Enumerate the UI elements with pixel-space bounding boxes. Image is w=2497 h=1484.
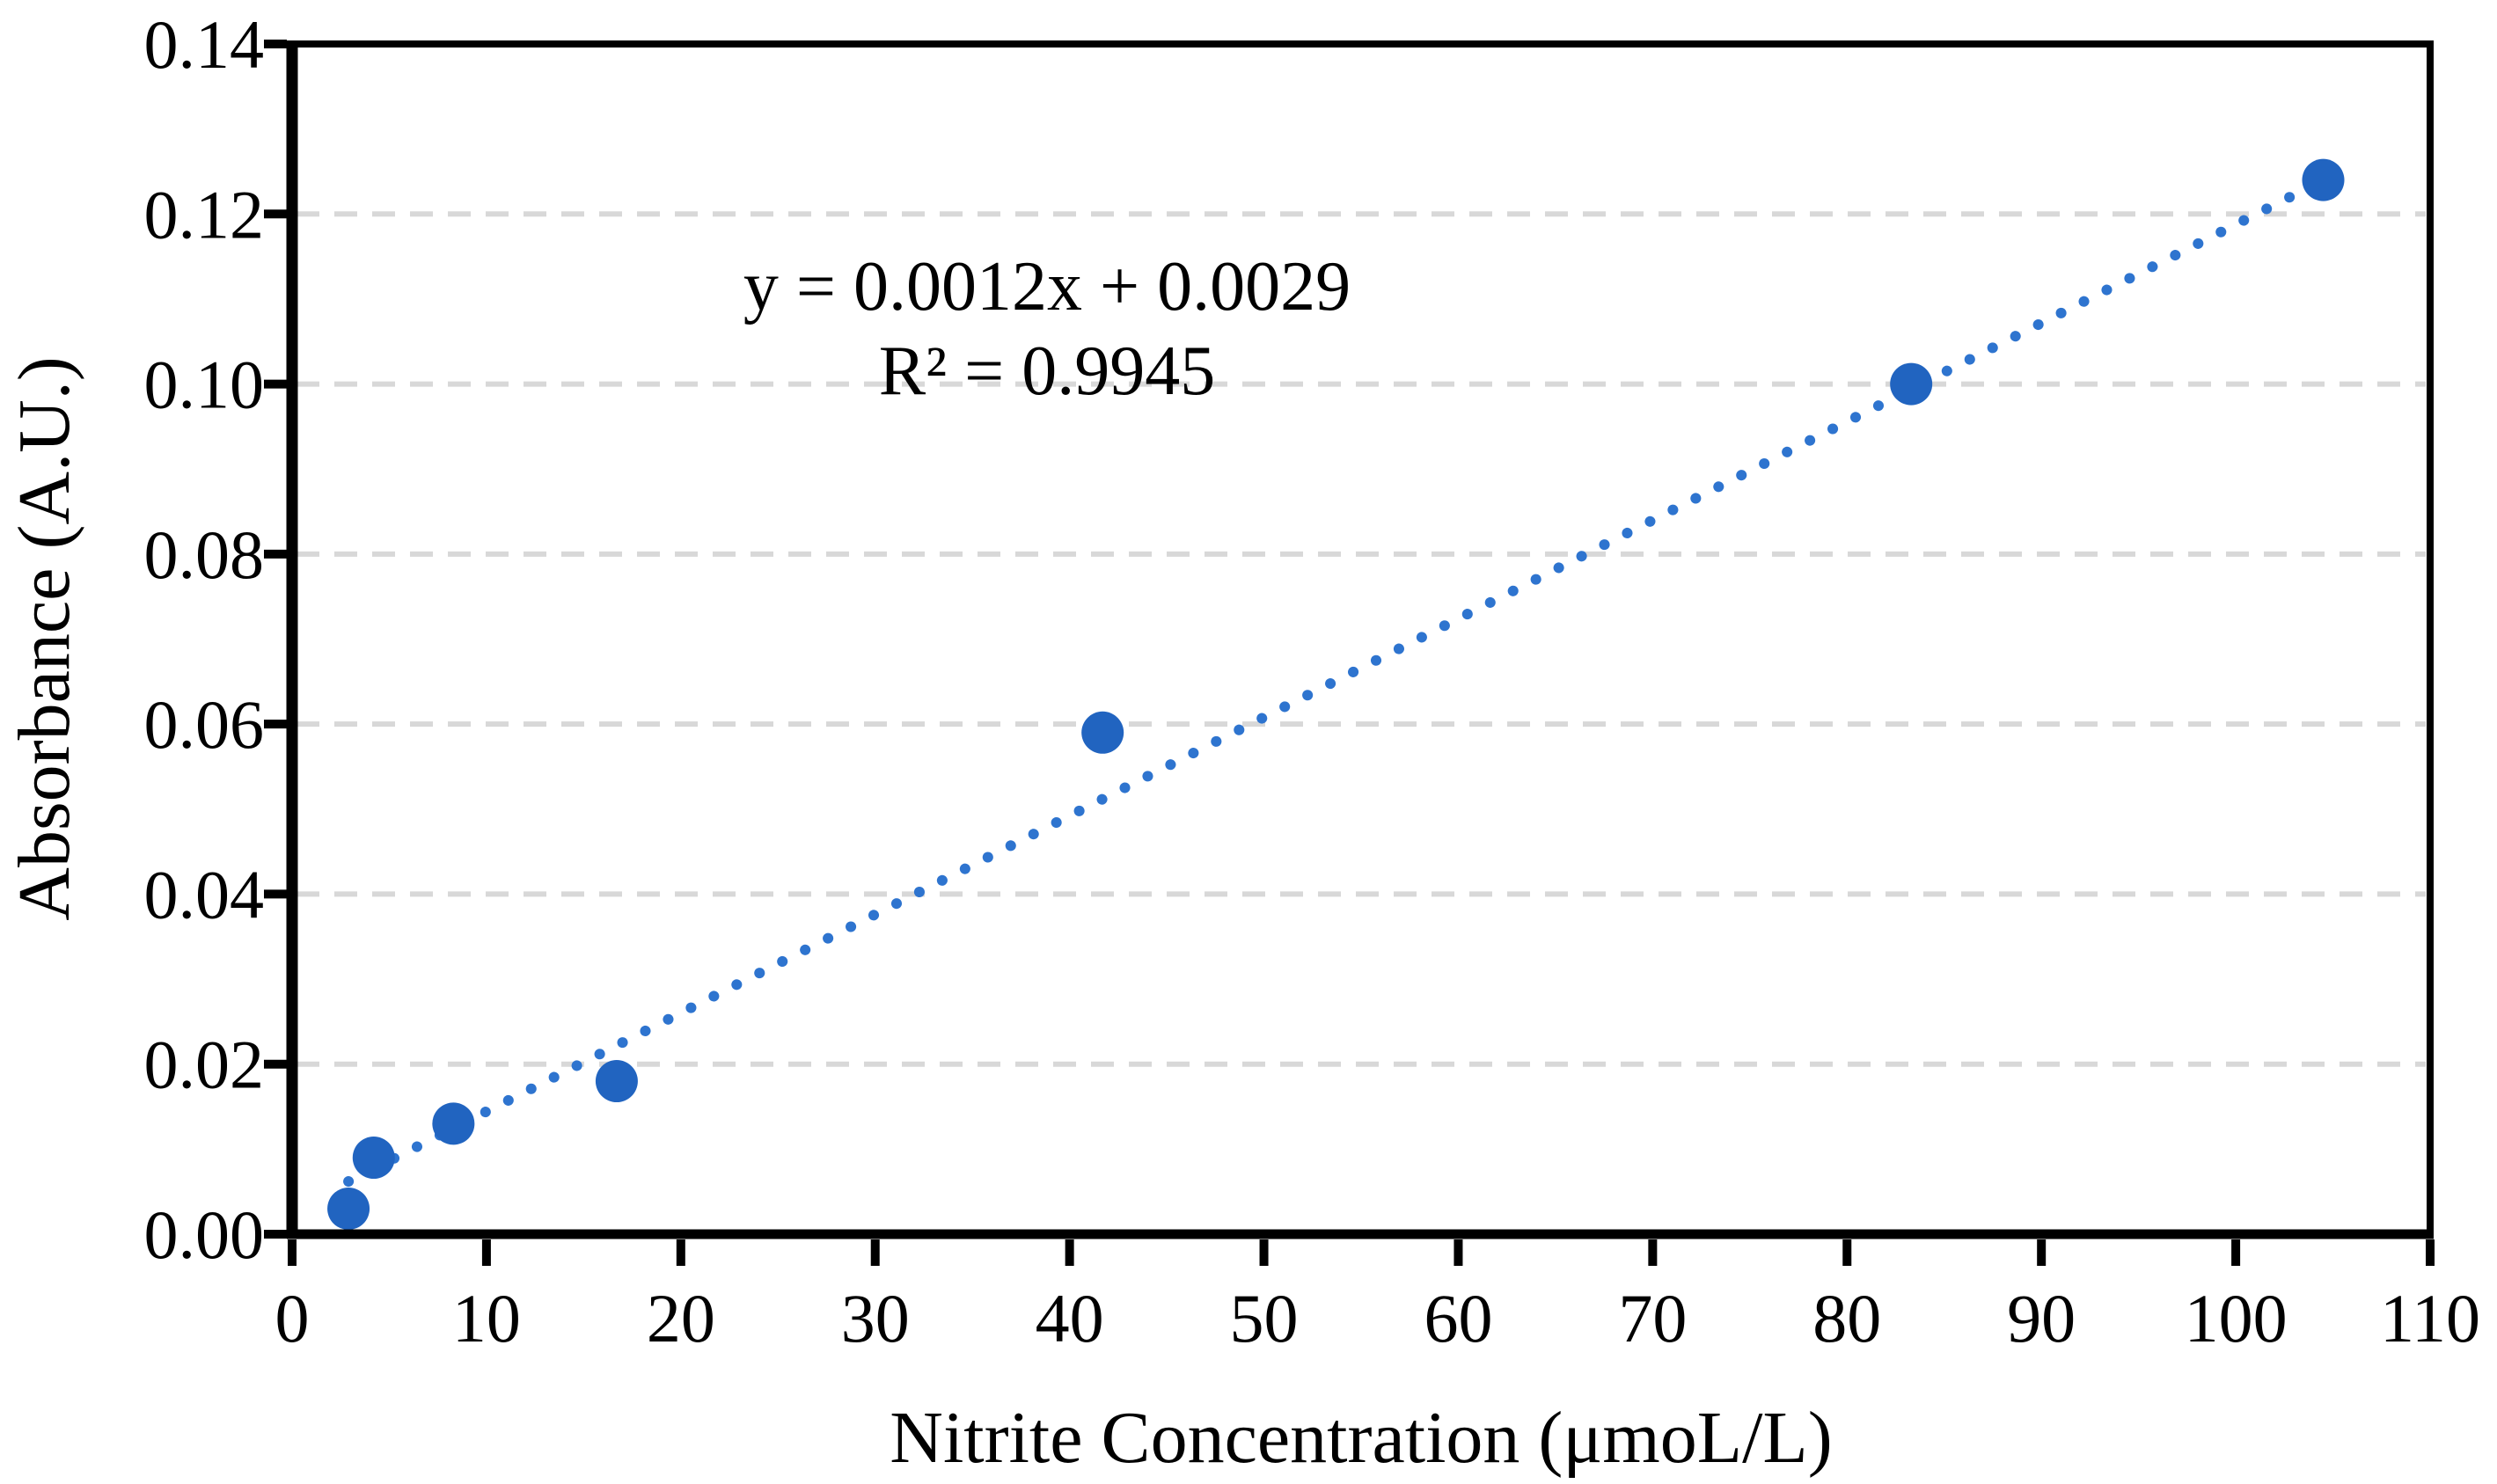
x-tick-label: 80 <box>1812 1280 1881 1356</box>
plot-border <box>289 40 2434 1238</box>
gridlines-group <box>297 211 2426 1067</box>
x-tick-label: 100 <box>2185 1280 2288 1356</box>
data-point <box>1081 711 1124 754</box>
x-tick-label: 40 <box>1036 1280 1104 1356</box>
y-tick-label: 0.02 <box>144 1027 265 1103</box>
data-points-group <box>327 158 2345 1231</box>
y-tick-label: 0.00 <box>144 1196 265 1273</box>
x-tick-label: 60 <box>1424 1280 1492 1356</box>
x-tick-label: 110 <box>2380 1280 2480 1356</box>
trendline <box>343 173 2331 1188</box>
y-axis-title: Absorbance (A.U.) <box>4 356 85 920</box>
y-tick-label: 0.12 <box>144 176 265 252</box>
x-tick-label: 50 <box>1230 1280 1299 1356</box>
data-point <box>327 1188 370 1231</box>
x-tick-label: 0 <box>275 1280 310 1356</box>
data-point <box>595 1060 638 1103</box>
trendline-group <box>343 173 2331 1188</box>
y-tick-label: 0.06 <box>144 686 265 763</box>
x-axis-title: Nitrite Concentration (μmoL/L) <box>890 1397 1832 1479</box>
y-tick-label: 0.14 <box>144 6 265 83</box>
r-squared-label: R² = 0.9945 <box>879 333 1215 410</box>
trendline-equation-label: y = 0.0012x + 0.0029 <box>743 248 1351 325</box>
data-point <box>432 1102 475 1145</box>
data-point <box>1890 362 1933 406</box>
y-tick-label: 0.10 <box>144 347 265 423</box>
y-tick-label: 0.08 <box>144 516 265 593</box>
ticks-group <box>264 40 2435 1266</box>
y-tick-label: 0.04 <box>144 856 265 932</box>
x-tick-label: 10 <box>452 1280 521 1356</box>
data-point <box>352 1137 395 1180</box>
data-point <box>2302 158 2345 201</box>
x-tick-label: 30 <box>841 1280 910 1356</box>
plot-frame-group <box>286 40 2434 1239</box>
x-tick-label: 90 <box>2007 1280 2076 1356</box>
x-tick-label: 70 <box>1618 1280 1687 1356</box>
tick-labels-group: 0 10 20 30 40 50 60 70 80 90 100 110 0.00 0.02 0.04 0.0… <box>144 6 2481 1356</box>
x-tick-label: 20 <box>647 1280 715 1356</box>
